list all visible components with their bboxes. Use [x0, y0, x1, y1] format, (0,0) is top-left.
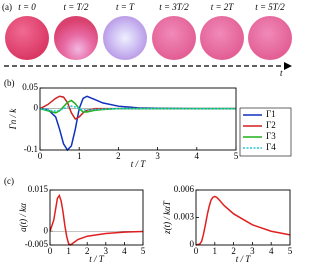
- panel-label: (c): [4, 176, 14, 186]
- series-line: [195, 195, 291, 246]
- y-tick-label: 0.05: [22, 82, 38, 92]
- x-tick-label: 3: [250, 246, 255, 256]
- x-tick-label: 2: [231, 246, 236, 256]
- figure: (a) t t = 0 t = T/2 t = T t = 3T/2 t = 2T t =…: [2, 2, 293, 262]
- sphere: [200, 16, 244, 60]
- panel-label: (b): [4, 78, 15, 88]
- x-axis-label: t / T: [236, 254, 252, 262]
- x-tick-label: 0: [38, 151, 43, 161]
- plot-frame: [195, 189, 291, 246]
- legend-box: [239, 107, 292, 157]
- sphere: [54, 16, 98, 60]
- y-axis-label: Γn / k: [8, 108, 18, 131]
- y-tick-label: 0.006: [174, 184, 195, 194]
- x-tick-label: 3: [104, 246, 109, 256]
- series-line: [39, 95, 236, 152]
- time-label: t = T/2: [63, 2, 89, 12]
- time-label: t = 2T: [211, 2, 235, 12]
- y-tick-label: -0.1: [24, 144, 38, 154]
- plot-frame: [49, 189, 144, 246]
- panel-label: (a): [2, 2, 12, 12]
- legend-label: Γ1: [266, 109, 276, 119]
- plot-frame: [39, 87, 237, 151]
- series-line: [49, 193, 144, 246]
- x-tick-label: 4: [195, 151, 200, 161]
- y-tick-label: 0.003: [174, 212, 195, 222]
- x-tick-label: 0: [48, 246, 53, 256]
- x-tick-label: 5: [141, 246, 146, 256]
- x-axis-label: t / T: [131, 159, 147, 169]
- x-tick-label: 2: [85, 246, 90, 256]
- y-axis-label: z(t) / kαT: [162, 200, 172, 235]
- spheres: [5, 16, 292, 60]
- time-label: t = 0: [18, 2, 36, 12]
- x-tick-label: 2: [116, 151, 121, 161]
- sphere: [152, 16, 196, 60]
- x-tick-label: 0: [194, 246, 199, 256]
- time-label: t = T: [116, 2, 135, 12]
- x-tick-label: 5: [288, 246, 293, 256]
- y-tick-label: 0: [190, 239, 195, 249]
- time-label: t = 3T/2: [159, 2, 189, 12]
- x-tick-label: 1: [77, 151, 82, 161]
- x-tick-label: 4: [269, 246, 274, 256]
- x-axis-label: t / T: [89, 254, 105, 262]
- y-tick-label: 0: [44, 225, 49, 235]
- legend-label: Γ3: [266, 131, 276, 141]
- y-tick-label: -0.005: [25, 239, 49, 249]
- legend-label: Γ2: [266, 120, 276, 130]
- time-axis-label: t: [280, 68, 283, 78]
- arrow-head: [284, 62, 292, 70]
- sphere: [5, 16, 49, 60]
- x-tick-label: 4: [122, 246, 127, 256]
- y-tick-label: 0.015: [28, 184, 49, 194]
- y-tick-label: 0: [34, 103, 39, 113]
- x-tick-label: 3: [155, 151, 160, 161]
- x-tick-label: 1: [213, 246, 218, 256]
- x-tick-label: 1: [66, 246, 71, 256]
- time-label: t = 5T/2: [255, 2, 285, 12]
- x-tick-label: 5: [234, 151, 239, 161]
- y-axis-label: a(t) / kα: [18, 203, 28, 232]
- legend-label: Γ4: [266, 142, 276, 152]
- sphere: [248, 16, 292, 60]
- sphere: [103, 16, 147, 60]
- series-line: [39, 105, 236, 112]
